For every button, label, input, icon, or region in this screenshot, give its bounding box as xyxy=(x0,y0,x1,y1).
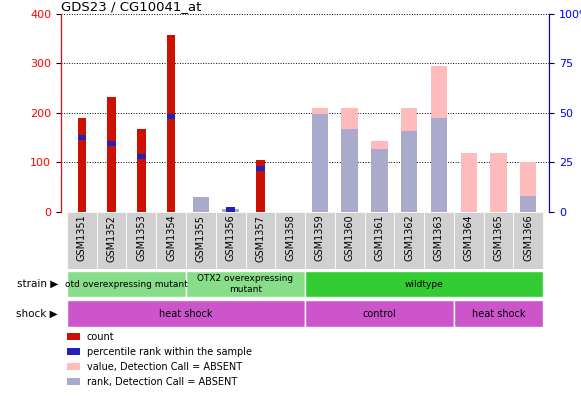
FancyBboxPatch shape xyxy=(156,212,186,269)
Text: GSM1354: GSM1354 xyxy=(166,215,176,261)
Text: GSM1365: GSM1365 xyxy=(493,215,504,261)
FancyBboxPatch shape xyxy=(67,271,186,297)
FancyBboxPatch shape xyxy=(305,271,543,297)
FancyBboxPatch shape xyxy=(454,212,483,269)
Bar xyxy=(78,118,86,212)
Bar xyxy=(312,108,328,212)
Bar xyxy=(342,129,358,212)
Text: GSM1355: GSM1355 xyxy=(196,215,206,262)
Text: wildtype: wildtype xyxy=(405,280,443,289)
Text: GSM1352: GSM1352 xyxy=(106,215,117,262)
Text: heat shock: heat shock xyxy=(472,309,525,319)
Text: GSM1366: GSM1366 xyxy=(523,215,533,261)
Text: GSM1356: GSM1356 xyxy=(225,215,236,261)
Text: strain ▶: strain ▶ xyxy=(17,279,58,289)
Bar xyxy=(256,166,264,171)
Bar xyxy=(312,114,328,212)
Text: GSM1353: GSM1353 xyxy=(137,215,146,261)
Bar xyxy=(431,66,447,212)
FancyBboxPatch shape xyxy=(483,212,514,269)
FancyBboxPatch shape xyxy=(216,212,246,269)
Bar xyxy=(461,153,477,212)
Bar xyxy=(107,97,116,212)
Bar xyxy=(193,197,209,212)
Bar xyxy=(167,114,175,119)
Text: GSM1362: GSM1362 xyxy=(404,215,414,261)
Text: GSM1351: GSM1351 xyxy=(77,215,87,261)
FancyBboxPatch shape xyxy=(186,271,305,297)
Text: percentile rank within the sample: percentile rank within the sample xyxy=(87,346,252,357)
Text: value, Detection Call = ABSENT: value, Detection Call = ABSENT xyxy=(87,362,242,372)
Text: GSM1360: GSM1360 xyxy=(345,215,354,261)
Text: GSM1357: GSM1357 xyxy=(256,215,266,262)
Text: GSM1363: GSM1363 xyxy=(434,215,444,261)
FancyBboxPatch shape xyxy=(275,212,305,269)
FancyBboxPatch shape xyxy=(514,212,543,269)
Bar xyxy=(223,210,239,212)
Bar xyxy=(520,162,536,212)
Text: shock ▶: shock ▶ xyxy=(16,309,58,319)
Text: GSM1358: GSM1358 xyxy=(285,215,295,261)
Text: control: control xyxy=(363,309,396,319)
Bar xyxy=(431,118,447,212)
FancyBboxPatch shape xyxy=(305,212,335,269)
Text: rank, Detection Call = ABSENT: rank, Detection Call = ABSENT xyxy=(87,377,237,387)
FancyBboxPatch shape xyxy=(454,301,543,327)
Bar xyxy=(371,141,388,212)
Bar xyxy=(167,34,175,212)
Text: GSM1361: GSM1361 xyxy=(374,215,385,261)
Bar xyxy=(256,160,264,212)
Bar xyxy=(137,129,145,212)
Bar xyxy=(78,135,86,140)
FancyBboxPatch shape xyxy=(424,212,454,269)
Text: GSM1359: GSM1359 xyxy=(315,215,325,261)
FancyBboxPatch shape xyxy=(394,212,424,269)
Bar xyxy=(227,207,235,212)
Bar xyxy=(107,141,116,146)
Text: GSM1364: GSM1364 xyxy=(464,215,474,261)
Bar xyxy=(490,153,507,212)
Bar xyxy=(401,108,417,212)
FancyBboxPatch shape xyxy=(186,212,216,269)
FancyBboxPatch shape xyxy=(96,212,127,269)
Text: GDS23 / CG10041_at: GDS23 / CG10041_at xyxy=(61,0,202,13)
FancyBboxPatch shape xyxy=(67,301,305,327)
Bar xyxy=(223,209,239,212)
FancyBboxPatch shape xyxy=(364,212,394,269)
Bar xyxy=(193,198,209,212)
Bar xyxy=(342,108,358,212)
Text: count: count xyxy=(87,331,114,342)
Bar xyxy=(520,196,536,212)
FancyBboxPatch shape xyxy=(335,212,364,269)
Bar xyxy=(137,154,145,159)
FancyBboxPatch shape xyxy=(67,212,96,269)
Bar xyxy=(371,148,388,212)
Bar xyxy=(401,131,417,212)
Text: heat shock: heat shock xyxy=(159,309,213,319)
Text: OTX2 overexpressing
mutant: OTX2 overexpressing mutant xyxy=(198,274,293,294)
FancyBboxPatch shape xyxy=(246,212,275,269)
FancyBboxPatch shape xyxy=(305,301,454,327)
FancyBboxPatch shape xyxy=(127,212,156,269)
Text: otd overexpressing mutant: otd overexpressing mutant xyxy=(65,280,188,289)
